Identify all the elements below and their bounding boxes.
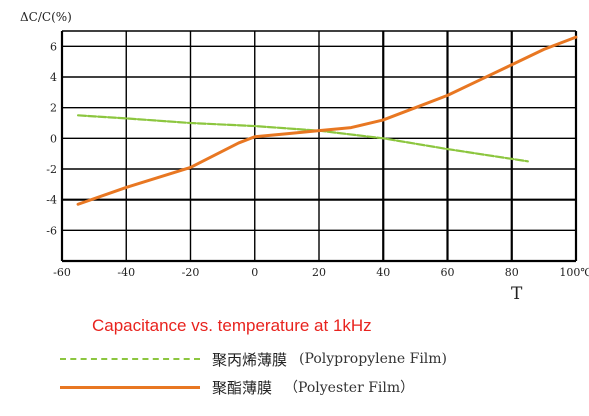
x-tick-labels: -60 -40 -20 0 20 40 60 80 100℃ xyxy=(53,266,589,279)
legend-swatch-solid xyxy=(60,385,200,389)
x-tick-label: 100℃ xyxy=(559,266,589,279)
x-tick-label: 60 xyxy=(441,266,455,279)
legend: 聚丙烯薄膜 (Polypropylene Film) 聚酯薄膜 （Polyest… xyxy=(60,345,447,401)
y-tick-label: 4 xyxy=(50,71,57,84)
legend-item-polyester: 聚酯薄膜 （Polyester Film） xyxy=(60,373,447,401)
legend-label-cn: 聚酯薄膜 xyxy=(212,378,273,397)
series-lines xyxy=(76,35,578,206)
legend-label-cn: 聚丙烯薄膜 xyxy=(212,350,288,369)
y-tick-label: 6 xyxy=(50,40,57,53)
series-line-1 xyxy=(76,35,578,206)
x-axis-title: T xyxy=(511,284,523,300)
y-tick-label: -6 xyxy=(46,224,57,237)
x-tick-label: 80 xyxy=(505,266,519,279)
y-tick-label: -2 xyxy=(46,163,57,176)
x-tick-label: 0 xyxy=(251,266,258,279)
x-tick-label: 40 xyxy=(376,266,390,279)
legend-label-en: （Polyester Film） xyxy=(284,380,415,396)
y-tick-labels: 6 4 2 0 -2 -4 -6 xyxy=(46,40,57,237)
y-tick-label: 2 xyxy=(50,102,57,115)
legend-item-polypropylene: 聚丙烯薄膜 (Polypropylene Film) xyxy=(60,345,447,373)
x-tick-label: -40 xyxy=(117,266,135,279)
chart-caption: Capacitance vs. temperature at 1kHz xyxy=(92,316,372,335)
x-tick-label: -20 xyxy=(182,266,200,279)
grid xyxy=(60,30,578,263)
y-tick-label: 0 xyxy=(50,132,57,145)
legend-swatch-dashed xyxy=(60,358,200,360)
x-tick-label: -60 xyxy=(53,266,71,279)
y-tick-label: -4 xyxy=(46,194,57,207)
y-axis-title: ΔC/C(%) xyxy=(20,10,72,24)
legend-label-en: (Polypropylene Film) xyxy=(299,351,448,367)
x-tick-label: 20 xyxy=(312,266,326,279)
series-line-0 xyxy=(76,114,529,163)
